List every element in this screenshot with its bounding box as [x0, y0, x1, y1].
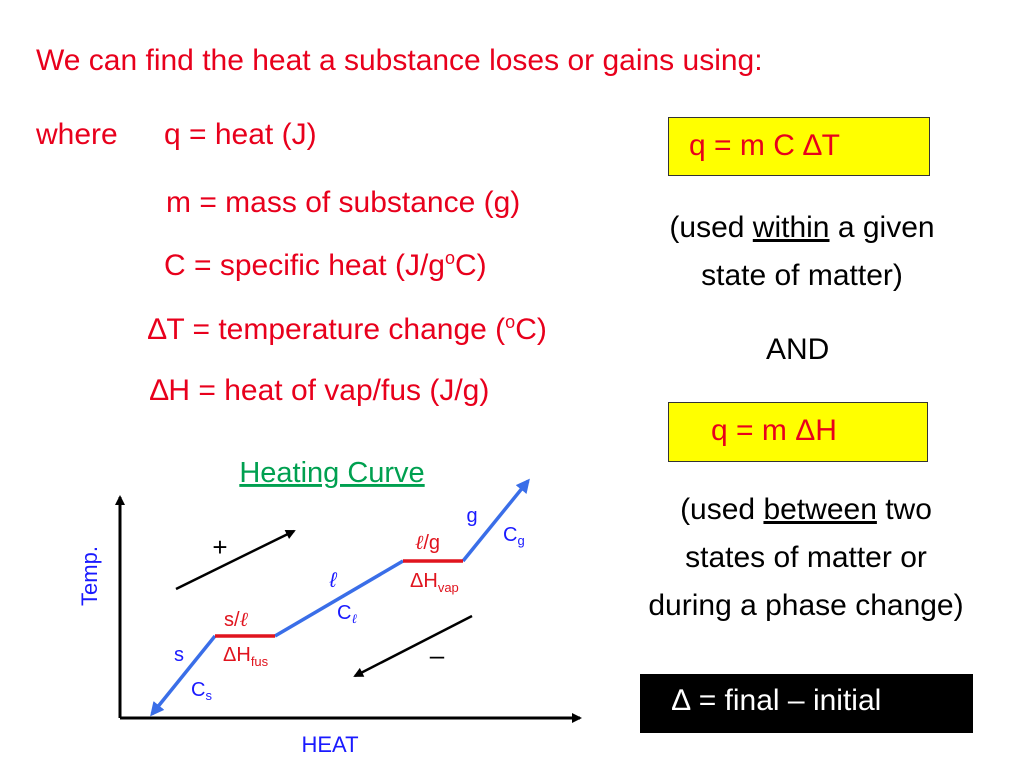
formula-q-mdh: q = m ΔH [711, 414, 837, 447]
where-label: where [36, 118, 118, 151]
liquid-gas-label: ℓ/g [415, 530, 440, 554]
dt-unit: C) [515, 313, 547, 346]
c-definition: C = specific heat (J/goC) [164, 248, 487, 283]
dh-fus-sub: fus [251, 654, 269, 669]
delta-symbol: ∆ [150, 374, 169, 407]
dt-text: T = temperature change ( [166, 313, 506, 346]
dh-fus-main: ΔH [223, 644, 251, 666]
cs-label: Cs [191, 679, 212, 703]
liquid-heating-segment [274, 559, 404, 638]
cs-sub: s [205, 688, 212, 703]
formula-q-mct: q = m C [689, 129, 804, 162]
cl-label: Cℓ [337, 602, 357, 627]
delta-definition-text: = final – initial [690, 684, 882, 717]
keyword-within: within [752, 211, 830, 244]
cl-main: C [337, 602, 351, 624]
gas-label: g [466, 505, 477, 527]
formula2-note-line3: during a phase change) [648, 589, 964, 622]
dh-vap-sub: vap [438, 580, 459, 595]
liquid-label: ℓ [329, 569, 338, 592]
delta-symbol: ∆ [672, 684, 691, 717]
solid-label: s [174, 644, 184, 666]
formula-q-mdh-box: q = m ΔH [668, 402, 928, 462]
heating-direction-arrow [175, 529, 296, 591]
solid-heating-segment [150, 634, 217, 717]
q-definition: q = heat (J) [164, 118, 317, 151]
delta-symbol: ∆ [803, 129, 822, 162]
delta-definition-box: ∆ = final – initial [640, 674, 973, 733]
degree-sup: o [444, 248, 455, 268]
formula1-note-line1: (used within a given [669, 211, 935, 244]
formula-q-mct-box: q = m C ∆T [668, 117, 930, 176]
plus-sign: + [212, 532, 227, 562]
formula-tail: T [821, 129, 840, 162]
x-axis-label: HEAT [301, 732, 358, 757]
formula2-note-line1: (used between two [680, 493, 932, 526]
dh-vap-main: ΔH [410, 570, 438, 592]
keyword-between: between [763, 493, 877, 526]
cs-main: C [191, 679, 205, 701]
sl-prefix: s/ [224, 609, 240, 631]
formula2-note-line2: states of matter or [685, 541, 927, 574]
curve-title: Heating Curve [239, 457, 424, 489]
cg-label: Cg [503, 524, 525, 548]
dh-vap-label: ΔHvap [410, 570, 459, 595]
c-unit: C) [454, 249, 487, 282]
ell-symbol: ℓ [240, 607, 249, 631]
ell-symbol: ℓ [415, 530, 424, 554]
delta-symbol: ∆ [148, 313, 167, 346]
formula2-note: (used between two states of matter or du… [610, 486, 1002, 630]
degree-sup: o [505, 312, 516, 332]
dh-fus-label: ΔHfus [223, 644, 269, 669]
cl-sub: ℓ [351, 612, 357, 627]
dt-definition: ∆T = temperature change (oC) [148, 312, 547, 347]
dh-text: H = heat of vap/fus (J/g) [168, 374, 490, 407]
cg-sub: g [517, 533, 524, 548]
and-label: AND [766, 333, 830, 366]
minus-sign: – [430, 640, 445, 670]
c-text: C = specific heat (J/g [164, 249, 445, 282]
formula1-note-line2: state of matter) [701, 259, 903, 292]
m-definition: m = mass of substance (g) [166, 186, 521, 219]
slide-heading: We can find the heat a substance loses o… [36, 44, 763, 77]
cooling-direction-arrow [353, 614, 473, 678]
y-axis-label: Temp. [77, 546, 102, 606]
heating-curve-diagram: Heating Curve Temp. HEAT + – s Cs s/ℓ ΔH… [77, 457, 582, 757]
formula1-note: (used within a given state of matter) [620, 204, 984, 300]
gas-heating-segment [461, 478, 530, 563]
cg-main: C [503, 524, 517, 546]
dh-definition: ∆H = heat of vap/fus (J/g) [150, 374, 489, 408]
lg-suffix: /g [423, 532, 440, 554]
solid-liquid-label: s/ℓ [224, 607, 249, 631]
